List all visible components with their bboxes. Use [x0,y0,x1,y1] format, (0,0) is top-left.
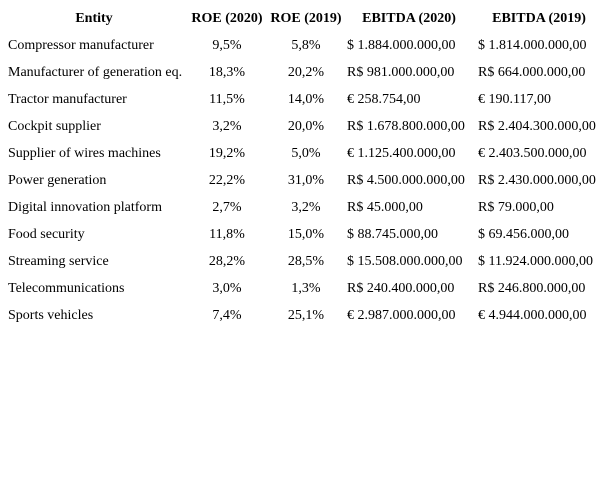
cell-ebitda-2020: € 258.754,00 [347,91,421,107]
cell-roe-2019: 1,3% [291,280,321,296]
cell-entity: Sports vehicles [8,307,94,323]
cell-roe-2019: 3,2% [291,199,321,215]
cell-roe-2020: 19,2% [208,145,246,161]
cell-ebitda-2019: R$ 2.404.300.000,00 [478,118,596,134]
table-row: Manufacturer of generation eq. 18,3% 20,… [0,59,606,86]
cell-roe-2020: 3,2% [212,118,242,134]
cell-ebitda-2020: $ 1.884.000.000,00 [347,37,456,53]
cell-roe-2019: 15,0% [287,226,325,242]
cell-ebitda-2019: $ 69.456.000,00 [478,226,569,242]
cell-roe-2020: 7,4% [212,307,242,323]
cell-entity: Cockpit supplier [8,118,101,134]
cell-entity: Telecommunications [8,280,125,296]
table-row: Cockpit supplier 3,2% 20,0% R$ 1.678.800… [0,113,606,140]
cell-roe-2019: 5,8% [291,37,321,53]
cell-ebitda-2019: R$ 79.000,00 [478,199,554,215]
cell-roe-2019: 25,1% [287,307,325,323]
column-header-ebitda-2019: EBITDA (2019) [492,10,586,26]
cell-roe-2020: 22,2% [208,172,246,188]
cell-roe-2019: 20,2% [287,64,325,80]
cell-ebitda-2019: $ 11.924.000.000,00 [478,253,593,269]
table-row: Digital innovation platform 2,7% 3,2% R$… [0,194,606,221]
cell-ebitda-2019: $ 1.814.000.000,00 [478,37,587,53]
table-row: Food security 11,8% 15,0% $ 88.745.000,0… [0,221,606,248]
table-row: Supplier of wires machines 19,2% 5,0% € … [0,140,606,167]
column-header-roe-2020: ROE (2020) [191,10,263,26]
column-header-roe-2019: ROE (2019) [270,10,342,26]
cell-entity: Streaming service [8,253,109,269]
table-row: Telecommunications 3,0% 1,3% R$ 240.400.… [0,275,606,302]
cell-ebitda-2020: R$ 1.678.800.000,00 [347,118,465,134]
cell-ebitda-2020: $ 88.745.000,00 [347,226,438,242]
cell-ebitda-2019: R$ 664.000.000,00 [478,64,586,80]
cell-ebitda-2020: € 1.125.400.000,00 [347,145,456,161]
cell-ebitda-2019: R$ 2.430.000.000,00 [478,172,596,188]
cell-ebitda-2020: R$ 45.000,00 [347,199,423,215]
cell-roe-2019: 31,0% [287,172,325,188]
cell-ebitda-2019: € 190.117,00 [478,91,551,107]
table-row: Sports vehicles 7,4% 25,1% € 2.987.000.0… [0,302,606,329]
cell-roe-2019: 5,0% [291,145,321,161]
cell-entity: Digital innovation platform [8,199,162,215]
cell-roe-2020: 11,8% [209,226,245,242]
cell-entity: Compressor manufacturer [8,37,154,53]
cell-ebitda-2020: € 2.987.000.000,00 [347,307,456,323]
cell-entity: Tractor manufacturer [8,91,127,107]
cell-roe-2020: 18,3% [208,64,246,80]
cell-roe-2020: 2,7% [212,199,242,215]
cell-entity: Power generation [8,172,107,188]
cell-ebitda-2019: € 2.403.500.000,00 [478,145,587,161]
column-header-entity: Entity [75,10,113,26]
cell-entity: Food security [8,226,85,242]
table-header-row: Entity ROE (2020) ROE (2019) EBITDA (202… [0,5,606,32]
cell-ebitda-2020: R$ 4.500.000.000,00 [347,172,465,188]
cell-ebitda-2019: R$ 246.800.000,00 [478,280,586,296]
cell-entity: Supplier of wires machines [8,145,161,161]
cell-ebitda-2020: R$ 981.000.000,00 [347,64,455,80]
table-row: Compressor manufacturer 9,5% 5,8% $ 1.88… [0,32,606,59]
cell-ebitda-2019: € 4.944.000.000,00 [478,307,587,323]
column-header-ebitda-2020: EBITDA (2020) [362,10,456,26]
cell-roe-2019: 14,0% [287,91,325,107]
table-row: Power generation 22,2% 31,0% R$ 4.500.00… [0,167,606,194]
cell-roe-2019: 20,0% [287,118,325,134]
table-row: Tractor manufacturer 11,5% 14,0% € 258.7… [0,86,606,113]
cell-roe-2020: 28,2% [208,253,246,269]
cell-roe-2020: 9,5% [212,37,242,53]
cell-roe-2020: 11,5% [209,91,245,107]
financial-comparison-table: Entity ROE (2020) ROE (2019) EBITDA (202… [0,5,606,329]
table-row: Streaming service 28,2% 28,5% $ 15.508.0… [0,248,606,275]
cell-roe-2020: 3,0% [212,280,242,296]
cell-ebitda-2020: $ 15.508.000.000,00 [347,253,463,269]
cell-roe-2019: 28,5% [287,253,325,269]
cell-ebitda-2020: R$ 240.400.000,00 [347,280,455,296]
cell-entity: Manufacturer of generation eq. [8,64,183,80]
